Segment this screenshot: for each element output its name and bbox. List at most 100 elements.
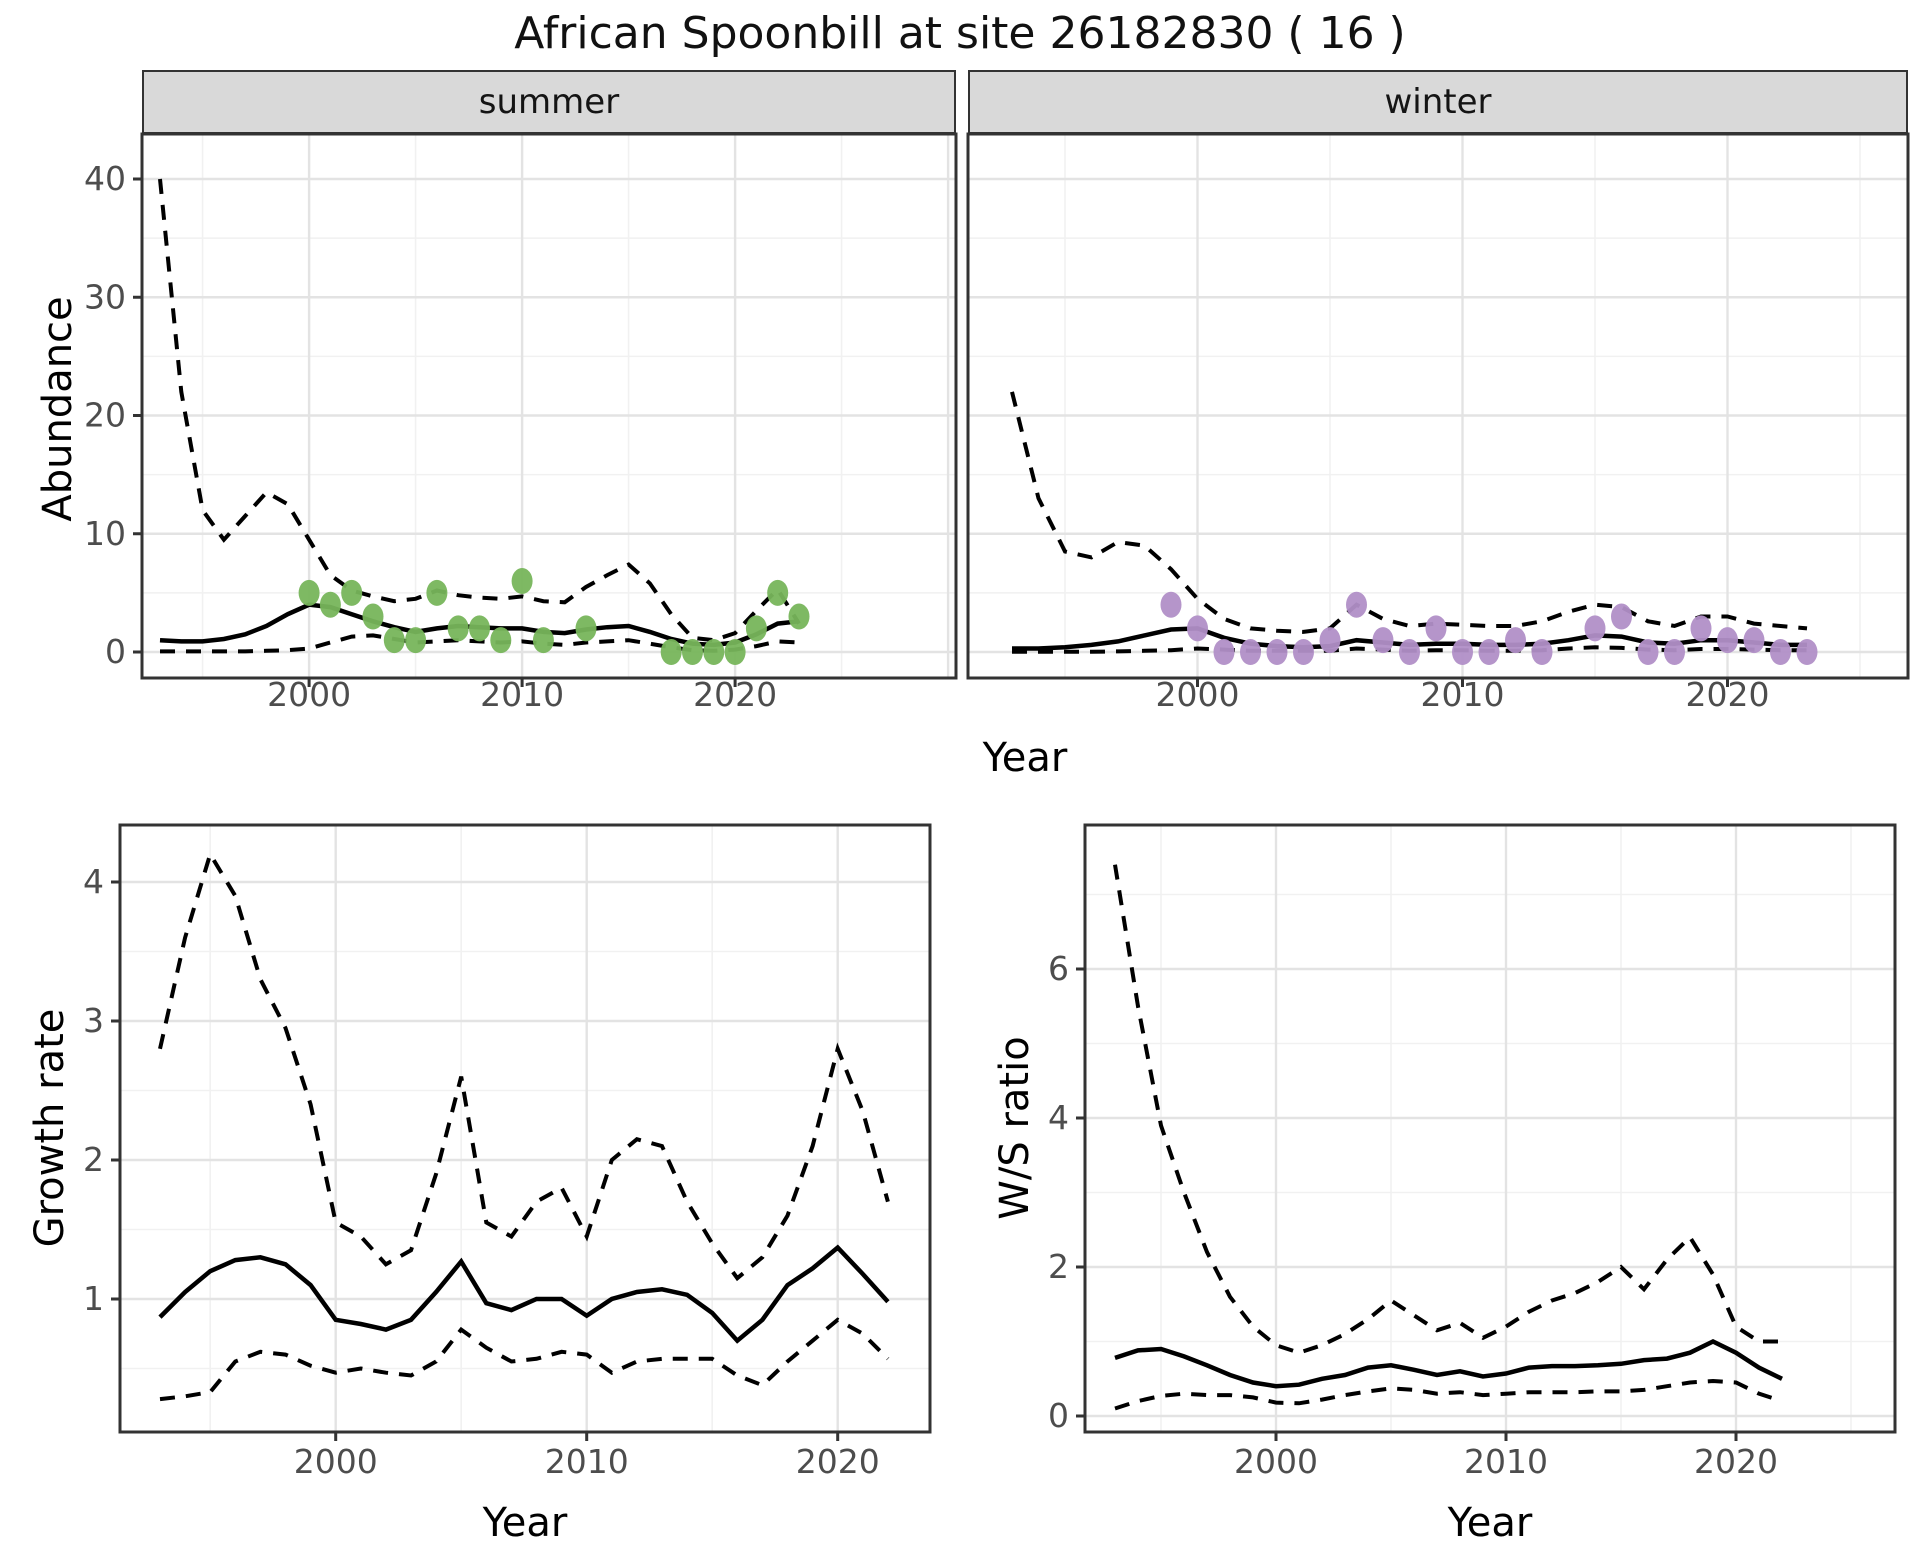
data-point — [1505, 627, 1526, 654]
y-tick-label: 1 — [83, 1279, 104, 1318]
data-point — [1319, 627, 1341, 654]
panel-background — [968, 134, 1908, 678]
data-point — [469, 615, 490, 642]
data-point — [1796, 639, 1818, 665]
observation-points — [298, 568, 810, 665]
data-point — [745, 615, 767, 642]
x-axis-title-year-growth: Year — [482, 1500, 568, 1546]
axis-ticks: 2000 2010 2020 — [1156, 675, 1770, 714]
data-point — [1584, 615, 1606, 642]
y-tick-label: 3 — [83, 1001, 104, 1040]
x-tick-label: 2010 — [480, 675, 564, 714]
axis-ticks: 2000 2010 2020 1 2 3 4 — [83, 862, 880, 1481]
panel-wi: 2000 2010 2020 — [966, 132, 1910, 714]
panel-border — [1083, 823, 1897, 1434]
y-tick-label: 30 — [84, 277, 126, 316]
data-point — [490, 627, 512, 654]
data-point — [1664, 639, 1685, 665]
y-axis-title-abundance: Abundance — [35, 296, 81, 522]
data-point — [1717, 627, 1738, 654]
series-lines — [1113, 864, 1783, 1411]
facet-strip-summer-label: summer — [478, 82, 620, 122]
data-point — [788, 603, 810, 630]
data-point — [1293, 639, 1314, 665]
y-tick-label: 4 — [1048, 1098, 1069, 1137]
x-tick-label: 2020 — [1686, 675, 1770, 714]
y-tick-label: 0 — [1048, 1396, 1069, 1435]
axis-ticks: 2000 2010 2020 0 10 20 30 40 — [84, 159, 777, 714]
panel-background — [142, 134, 956, 678]
series-mean — [1114, 1338, 1783, 1389]
x-tick-label: 2020 — [796, 1442, 880, 1481]
data-point — [1478, 639, 1500, 665]
data-point — [383, 627, 405, 654]
series-upper95 — [1010, 391, 1808, 634]
series-lower95 — [160, 633, 800, 654]
y-axis-title-ws-ratio: W/S ratio — [992, 1036, 1038, 1220]
x-tick-label: 2010 — [1421, 675, 1505, 714]
data-point — [1637, 639, 1659, 665]
data-point — [1690, 615, 1712, 642]
series-lower95 — [1114, 1378, 1783, 1411]
data-point — [1213, 639, 1235, 665]
panel-ws: 2000 2010 2020 0 2 4 6 — [1048, 823, 1897, 1481]
data-point — [405, 627, 427, 654]
data-point — [319, 591, 341, 618]
data-point — [1187, 615, 1208, 642]
facet-strip-winter-label: winter — [1384, 82, 1492, 122]
y-tick-label: 0 — [105, 632, 126, 671]
facet-strip-summer: summer — [142, 70, 956, 134]
data-point — [1452, 639, 1473, 665]
panel-gr: 2000 2010 2020 1 2 3 4 — [83, 823, 932, 1481]
facet-strip-winter: winter — [968, 70, 1908, 134]
panel-border — [140, 132, 958, 680]
data-point — [1743, 627, 1765, 654]
data-point — [767, 579, 789, 606]
panel-su: 2000 2010 2020 0 10 20 30 40 — [84, 132, 958, 714]
data-point — [1399, 639, 1420, 665]
y-tick-label: 2 — [1048, 1247, 1069, 1286]
data-point — [511, 568, 533, 595]
gridlines — [120, 825, 930, 1432]
x-tick-label: 2020 — [693, 675, 777, 714]
plot-title: African Spoonbill at site 26182830 ( 16 … — [514, 8, 1406, 59]
panel-border — [966, 132, 1910, 680]
panel-border — [118, 823, 932, 1434]
x-axis-title-year-ws: Year — [1447, 1500, 1533, 1546]
data-point — [682, 639, 703, 665]
x-tick-label: 2000 — [1156, 675, 1240, 714]
data-point — [1611, 603, 1632, 630]
x-tick-label: 2000 — [1234, 1442, 1318, 1481]
data-point — [660, 639, 682, 665]
y-tick-label: 4 — [83, 862, 104, 901]
data-point — [703, 639, 725, 665]
x-tick-label: 2010 — [545, 1442, 629, 1481]
observation-points — [1160, 591, 1818, 665]
series-upper95 — [158, 849, 890, 1282]
data-point — [1160, 591, 1182, 618]
y-tick-label: 2 — [83, 1140, 104, 1179]
data-point — [575, 615, 597, 642]
data-point — [1425, 615, 1447, 642]
series-lower95 — [159, 1317, 890, 1402]
data-point — [1346, 591, 1367, 618]
y-axis-title-growth-rate: Growth rate — [27, 1008, 73, 1248]
y-tick-label: 10 — [84, 514, 126, 553]
axis-ticks: 2000 2010 2020 0 2 4 6 — [1048, 949, 1778, 1481]
y-tick-label: 40 — [84, 159, 126, 198]
series-lines — [158, 849, 890, 1402]
data-point — [1240, 639, 1261, 665]
x-axis-title-year-top: Year — [982, 735, 1068, 781]
gridlines — [1085, 825, 1895, 1432]
data-point — [1372, 627, 1394, 654]
x-tick-label: 2000 — [294, 1442, 378, 1481]
panel-background — [120, 825, 930, 1432]
data-point — [724, 639, 746, 665]
data-point — [1266, 639, 1288, 665]
data-point — [362, 603, 384, 630]
y-tick-label: 6 — [1048, 949, 1069, 988]
x-tick-label: 2020 — [1694, 1442, 1778, 1481]
series-upper95 — [1113, 864, 1782, 1355]
